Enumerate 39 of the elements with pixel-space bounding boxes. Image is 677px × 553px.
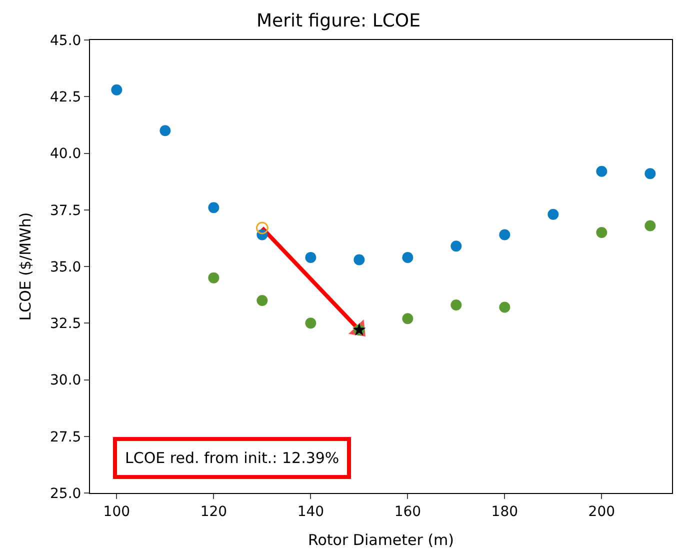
- x-tick-label: 120: [200, 504, 228, 520]
- point: [402, 313, 414, 324]
- y-tick-label: 37.5: [50, 202, 82, 219]
- x-tick-label: 100: [103, 504, 130, 520]
- chart-title: Merit figure: LCOE: [256, 10, 420, 32]
- y-tick-label: 30.0: [50, 372, 82, 389]
- point: [402, 252, 414, 263]
- y-axis-title: LCOE ($/MWh): [16, 212, 34, 321]
- point: [499, 229, 510, 240]
- y-tick-label: 35.0: [50, 259, 82, 276]
- y-tick-label: 45.0: [50, 32, 82, 49]
- y-tick-label: 42.5: [50, 90, 82, 106]
- point: [354, 254, 365, 266]
- y-tick-label: 32.5: [50, 316, 82, 332]
- point: [160, 125, 171, 136]
- y-tick-label: 40.0: [50, 146, 82, 162]
- point: [256, 222, 268, 234]
- point: [596, 227, 608, 238]
- point: [596, 166, 608, 177]
- point: [450, 300, 462, 311]
- y-tick-label: 27.5: [50, 429, 82, 446]
- y-tick-label: 25.0: [50, 486, 82, 502]
- x-tick-label: 200: [588, 504, 616, 520]
- x-tick-label: 180: [491, 504, 518, 520]
- point: [644, 220, 656, 232]
- point: [256, 294, 268, 306]
- point: [208, 272, 220, 284]
- x-tick-label: 140: [297, 504, 324, 520]
- point: [499, 302, 510, 313]
- point: [208, 202, 220, 214]
- point: [111, 84, 122, 96]
- point: [305, 252, 316, 263]
- point: [644, 168, 656, 180]
- point: [305, 318, 316, 329]
- point: [450, 240, 462, 252]
- x-tick-label: 160: [394, 504, 422, 520]
- x-axis-title: Rotor Diameter (m): [308, 530, 454, 549]
- point: [548, 208, 559, 220]
- annotation: LCOE red. from init.: 12.39%: [125, 449, 340, 467]
